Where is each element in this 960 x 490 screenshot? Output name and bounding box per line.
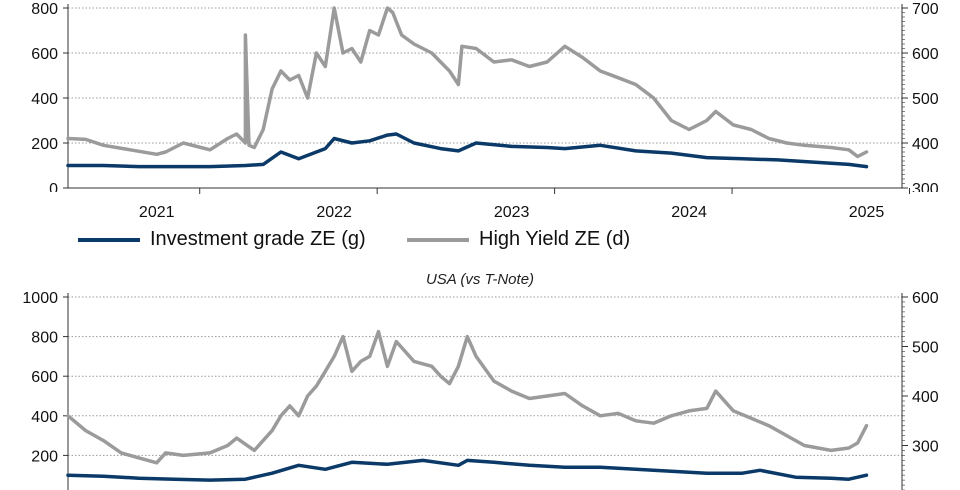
top-panel: 0 200 400 600 800 300 400 500 600 700 2021 2022 2023…	[31, 1, 939, 221]
x-axis-tick-label: 2021	[139, 204, 175, 221]
left-axis-tick-label: 0	[49, 488, 58, 490]
legend-swatch-investment-grade	[78, 237, 140, 242]
legend-swatch-high-yield	[407, 237, 469, 242]
x-axis-tick-label: 2025	[849, 204, 885, 221]
series-line-high-yield	[66, 6, 869, 159]
legend-label-high-yield: High Yield ZE (d)	[479, 228, 631, 250]
legend-label-investment-grade: Investment grade ZE (g)	[150, 228, 366, 250]
legend-item-high-yield: High Yield ZE (d)	[407, 228, 630, 251]
legend-item-investment-grade: Investment grade ZE (g)	[78, 228, 366, 251]
left-axis-tick-label: 200	[31, 448, 58, 465]
right-axis-tick-label: 400	[912, 389, 939, 406]
left-axis-tick-label: 200	[31, 136, 58, 153]
right-axis-tick-label: 300	[912, 181, 939, 198]
series-line-investment-grade	[66, 458, 869, 482]
x-axis-tick-label: 2022	[316, 204, 352, 221]
x-axis-tick-label: 2024	[671, 204, 707, 221]
left-axis-tick-label: 1000	[22, 290, 58, 307]
left-axis-tick-label: 600	[31, 369, 58, 386]
left-axis-tick-label: 800	[31, 1, 58, 18]
right-axis-tick-label: 200	[912, 488, 939, 490]
series-line-high-yield	[66, 329, 869, 465]
right-axis-tick-label: 500	[912, 340, 939, 357]
right-axis-tick-label: 500	[912, 91, 939, 108]
x-axis-tick-label: 2023	[494, 204, 530, 221]
right-axis-tick-label: 600	[912, 290, 939, 307]
right-axis-tick-label: 300	[912, 439, 939, 456]
left-axis-tick-label: 400	[31, 409, 58, 426]
legend: Investment grade ZE (g) High Yield ZE (d…	[0, 228, 960, 264]
bottom-panel: 0 200 400 600 800 1000 200 300 400 500 600	[22, 290, 939, 490]
series-line-investment-grade	[66, 132, 869, 169]
left-axis-tick-label: 800	[31, 330, 58, 347]
right-axis-tick-label: 700	[912, 1, 939, 18]
right-axis-tick-label: 600	[912, 46, 939, 63]
left-axis-tick-label: 0	[49, 181, 58, 198]
bottom-chart-title: USA (vs T-Note)	[425, 271, 535, 288]
left-axis-tick-label: 400	[31, 91, 58, 108]
left-axis-tick-label: 600	[31, 46, 58, 63]
right-axis-tick-label: 400	[912, 136, 939, 153]
